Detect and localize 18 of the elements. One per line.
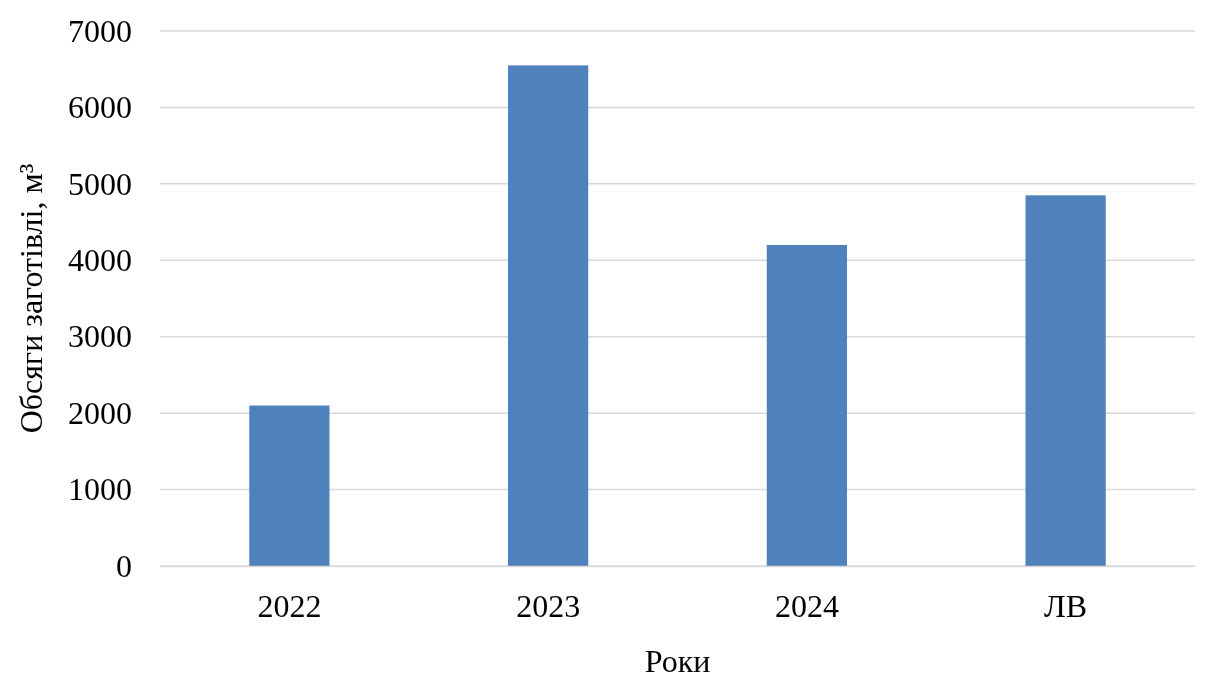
x-axis-title: Роки — [644, 643, 711, 677]
y-tick-label: 3000 — [68, 318, 132, 355]
x-tick-label: ЛВ — [1044, 587, 1088, 624]
x-tick-label: 2024 — [774, 587, 839, 624]
y-tick-label: 1000 — [68, 471, 132, 508]
bar — [508, 65, 589, 566]
bar — [1025, 195, 1106, 566]
y-tick-label: 7000 — [68, 12, 132, 49]
bar — [766, 245, 847, 566]
y-tick-label: 6000 — [68, 89, 132, 126]
y-axis-title: Обсяги заготівлі, м³ — [13, 163, 49, 434]
y-tick-label: 4000 — [68, 242, 132, 279]
y-tick-label: 5000 — [68, 165, 132, 202]
bar — [249, 405, 330, 566]
x-tick-label: 2022 — [257, 587, 322, 624]
y-tick-label: 2000 — [68, 394, 132, 431]
y-tick-label: 0 — [116, 547, 132, 584]
x-tick-label: 2023 — [516, 587, 581, 624]
